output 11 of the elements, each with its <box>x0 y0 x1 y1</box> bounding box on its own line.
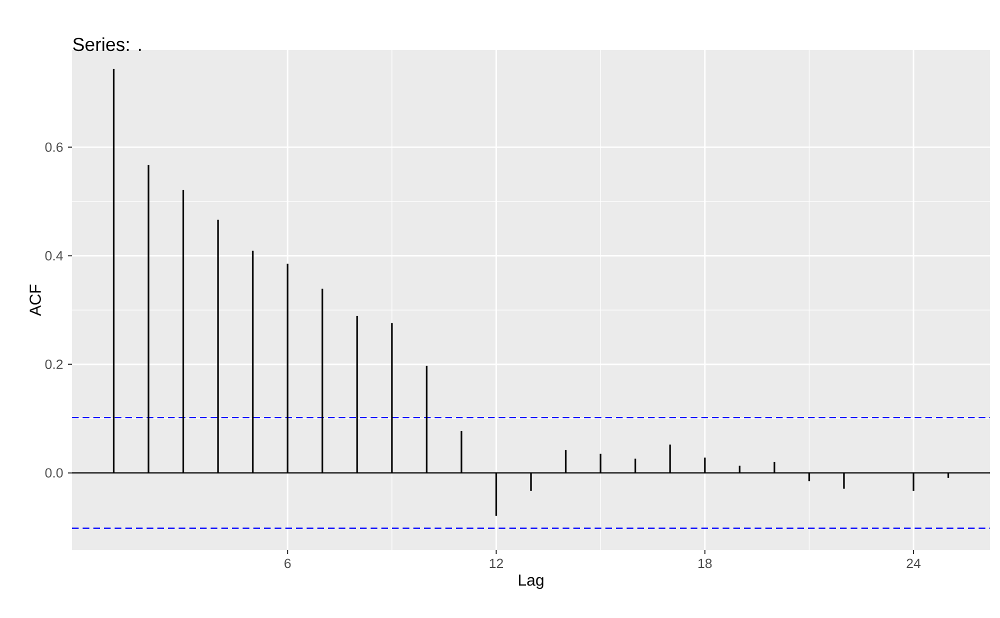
x-tick-label: 18 <box>698 558 712 568</box>
x-tick-label: 12 <box>490 558 503 568</box>
x-tick-label: 24 <box>906 558 921 568</box>
chart-title: Series: . <box>73 37 141 52</box>
y-axis-title: ACF <box>30 284 41 316</box>
x-tick-label: 6 <box>284 558 291 568</box>
y-tick-label: 0.4 <box>45 251 63 260</box>
y-tick-label: 0.2 <box>45 360 63 370</box>
x-axis-title: Lag <box>518 574 544 589</box>
y-tick-label: 0.6 <box>45 142 63 152</box>
y-tick-label: 0.0 <box>45 468 63 478</box>
